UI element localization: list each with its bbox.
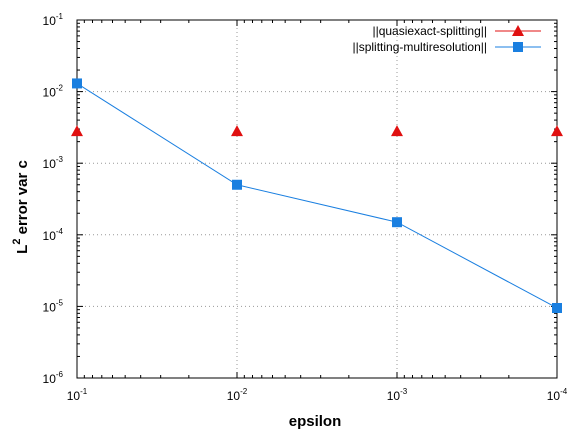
x-tick-label: 10-4 xyxy=(547,387,568,403)
x-tick-label: 10-2 xyxy=(227,387,248,403)
y-tick-label: 10-6 xyxy=(43,370,64,386)
y-axis-label: L2 error var c xyxy=(11,160,31,254)
data-point xyxy=(232,179,242,190)
y-axis-label-main: L xyxy=(14,245,31,254)
legend-marker xyxy=(513,42,523,52)
legend-label: ||quasiexact-splitting|| xyxy=(372,24,487,38)
series-layer xyxy=(71,78,563,313)
y-tick-label: 10-3 xyxy=(43,155,64,171)
series-1 xyxy=(71,125,563,137)
grid xyxy=(77,20,557,378)
x-tick-label: 10-1 xyxy=(67,387,88,403)
y-axis-label-rest: error var c xyxy=(14,160,31,238)
data-point xyxy=(392,217,402,228)
x-tick-labels: 10-1 10-2 10-3 10-4 xyxy=(67,387,568,403)
data-point xyxy=(72,78,82,89)
y-tick-label: 10-4 xyxy=(43,227,64,243)
legend-label: ||splitting-multiresolution|| xyxy=(352,40,487,54)
x-axis-label: epsilon xyxy=(289,413,342,430)
y-tick-label: 10-2 xyxy=(43,84,64,100)
y-axis-label-sup: 2 xyxy=(11,239,23,245)
data-point xyxy=(391,125,403,137)
x-tick-label: 10-3 xyxy=(387,387,408,403)
data-point xyxy=(231,125,243,137)
legend-marker xyxy=(512,25,524,36)
y-tick-label: 10-1 xyxy=(43,12,64,28)
series-2 xyxy=(72,78,562,313)
series-line xyxy=(76,83,558,309)
plot-frame xyxy=(76,19,558,379)
data-point xyxy=(71,125,83,137)
data-point xyxy=(552,302,562,313)
y-tick-label: 10-5 xyxy=(43,298,64,314)
tick-marks xyxy=(76,19,558,379)
y-tick-labels: 10-6 10-5 10-4 10-3 10-2 10-1 xyxy=(43,12,64,386)
data-point xyxy=(551,125,563,137)
legend: ||quasiexact-splitting|| ||splitting-mult… xyxy=(352,24,541,54)
